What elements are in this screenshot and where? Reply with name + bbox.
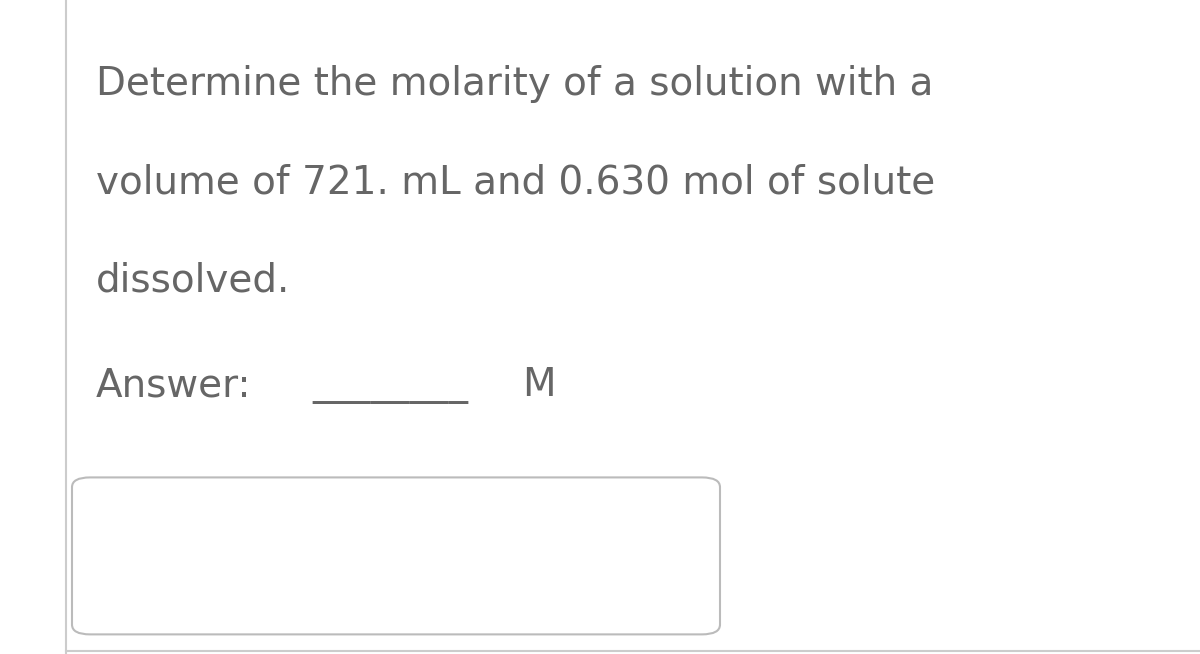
Text: Determine the molarity of a solution with a: Determine the molarity of a solution wit… — [96, 65, 934, 103]
Text: ________: ________ — [312, 366, 468, 404]
Text: Answer:: Answer: — [96, 366, 252, 404]
Text: dissolved.: dissolved. — [96, 262, 290, 300]
Text: M: M — [522, 366, 556, 404]
Text: volume of 721. mL and 0.630 mol of solute: volume of 721. mL and 0.630 mol of solut… — [96, 164, 935, 201]
FancyBboxPatch shape — [72, 477, 720, 634]
